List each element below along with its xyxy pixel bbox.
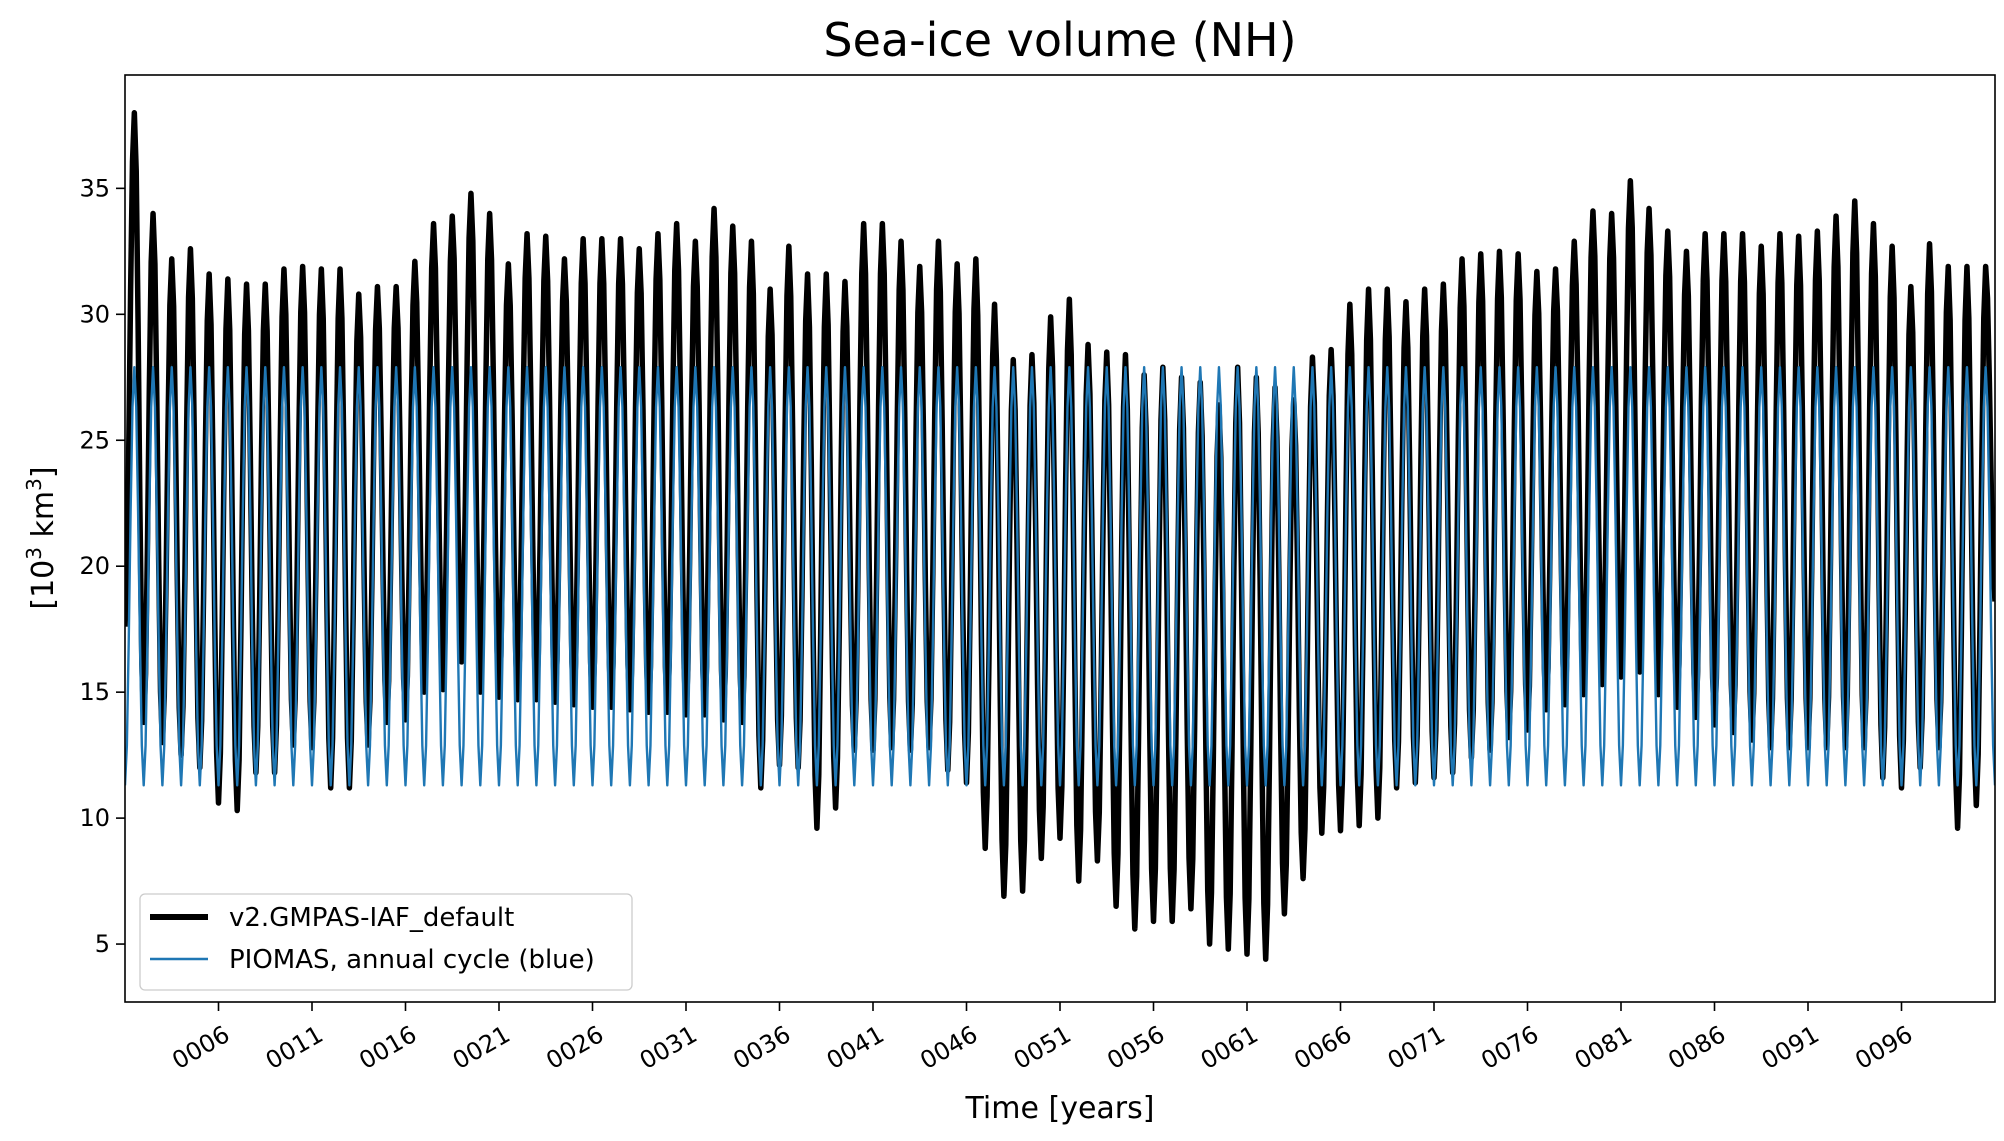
plot-background xyxy=(125,75,1995,1002)
legend-label-model: v2.GMPAS-IAF_default xyxy=(229,903,514,933)
series-layer xyxy=(125,110,1995,962)
y-tick-label: 10 xyxy=(79,804,110,832)
x-axis-label: Time [years] xyxy=(965,1091,1155,1126)
legend: v2.GMPAS-IAF_default PIOMAS, annual cycl… xyxy=(139,893,633,991)
y-axis-label-suffix: ] xyxy=(26,466,61,478)
y-tick-label: 25 xyxy=(79,426,110,454)
y-tick-label: 20 xyxy=(79,552,110,580)
series-line-model xyxy=(125,110,1995,962)
y-tick-label: 15 xyxy=(79,678,110,706)
y-axis-label-unit: km xyxy=(26,491,61,547)
chart-title: Sea-ice volume (NH) xyxy=(823,13,1296,67)
plot-area xyxy=(124,74,1996,1003)
y-axis-label: [103 km3] xyxy=(22,466,61,609)
y-axis-label-prefix: [10 xyxy=(26,560,61,610)
legend-label-piomas: PIOMAS, annual cycle (blue) xyxy=(229,945,595,975)
legend-box xyxy=(139,893,633,991)
y-tick-label: 35 xyxy=(79,174,110,202)
y-axis: 5 10 15 20 25 30 35 xyxy=(79,174,125,958)
series-line-piomas xyxy=(125,366,1995,787)
y-tick-label: 30 xyxy=(79,300,110,328)
y-tick-label: 5 xyxy=(95,930,110,958)
y-axis-label-exponent: 3 xyxy=(22,547,46,560)
y-axis-label-unit-exponent: 3 xyxy=(22,478,46,491)
